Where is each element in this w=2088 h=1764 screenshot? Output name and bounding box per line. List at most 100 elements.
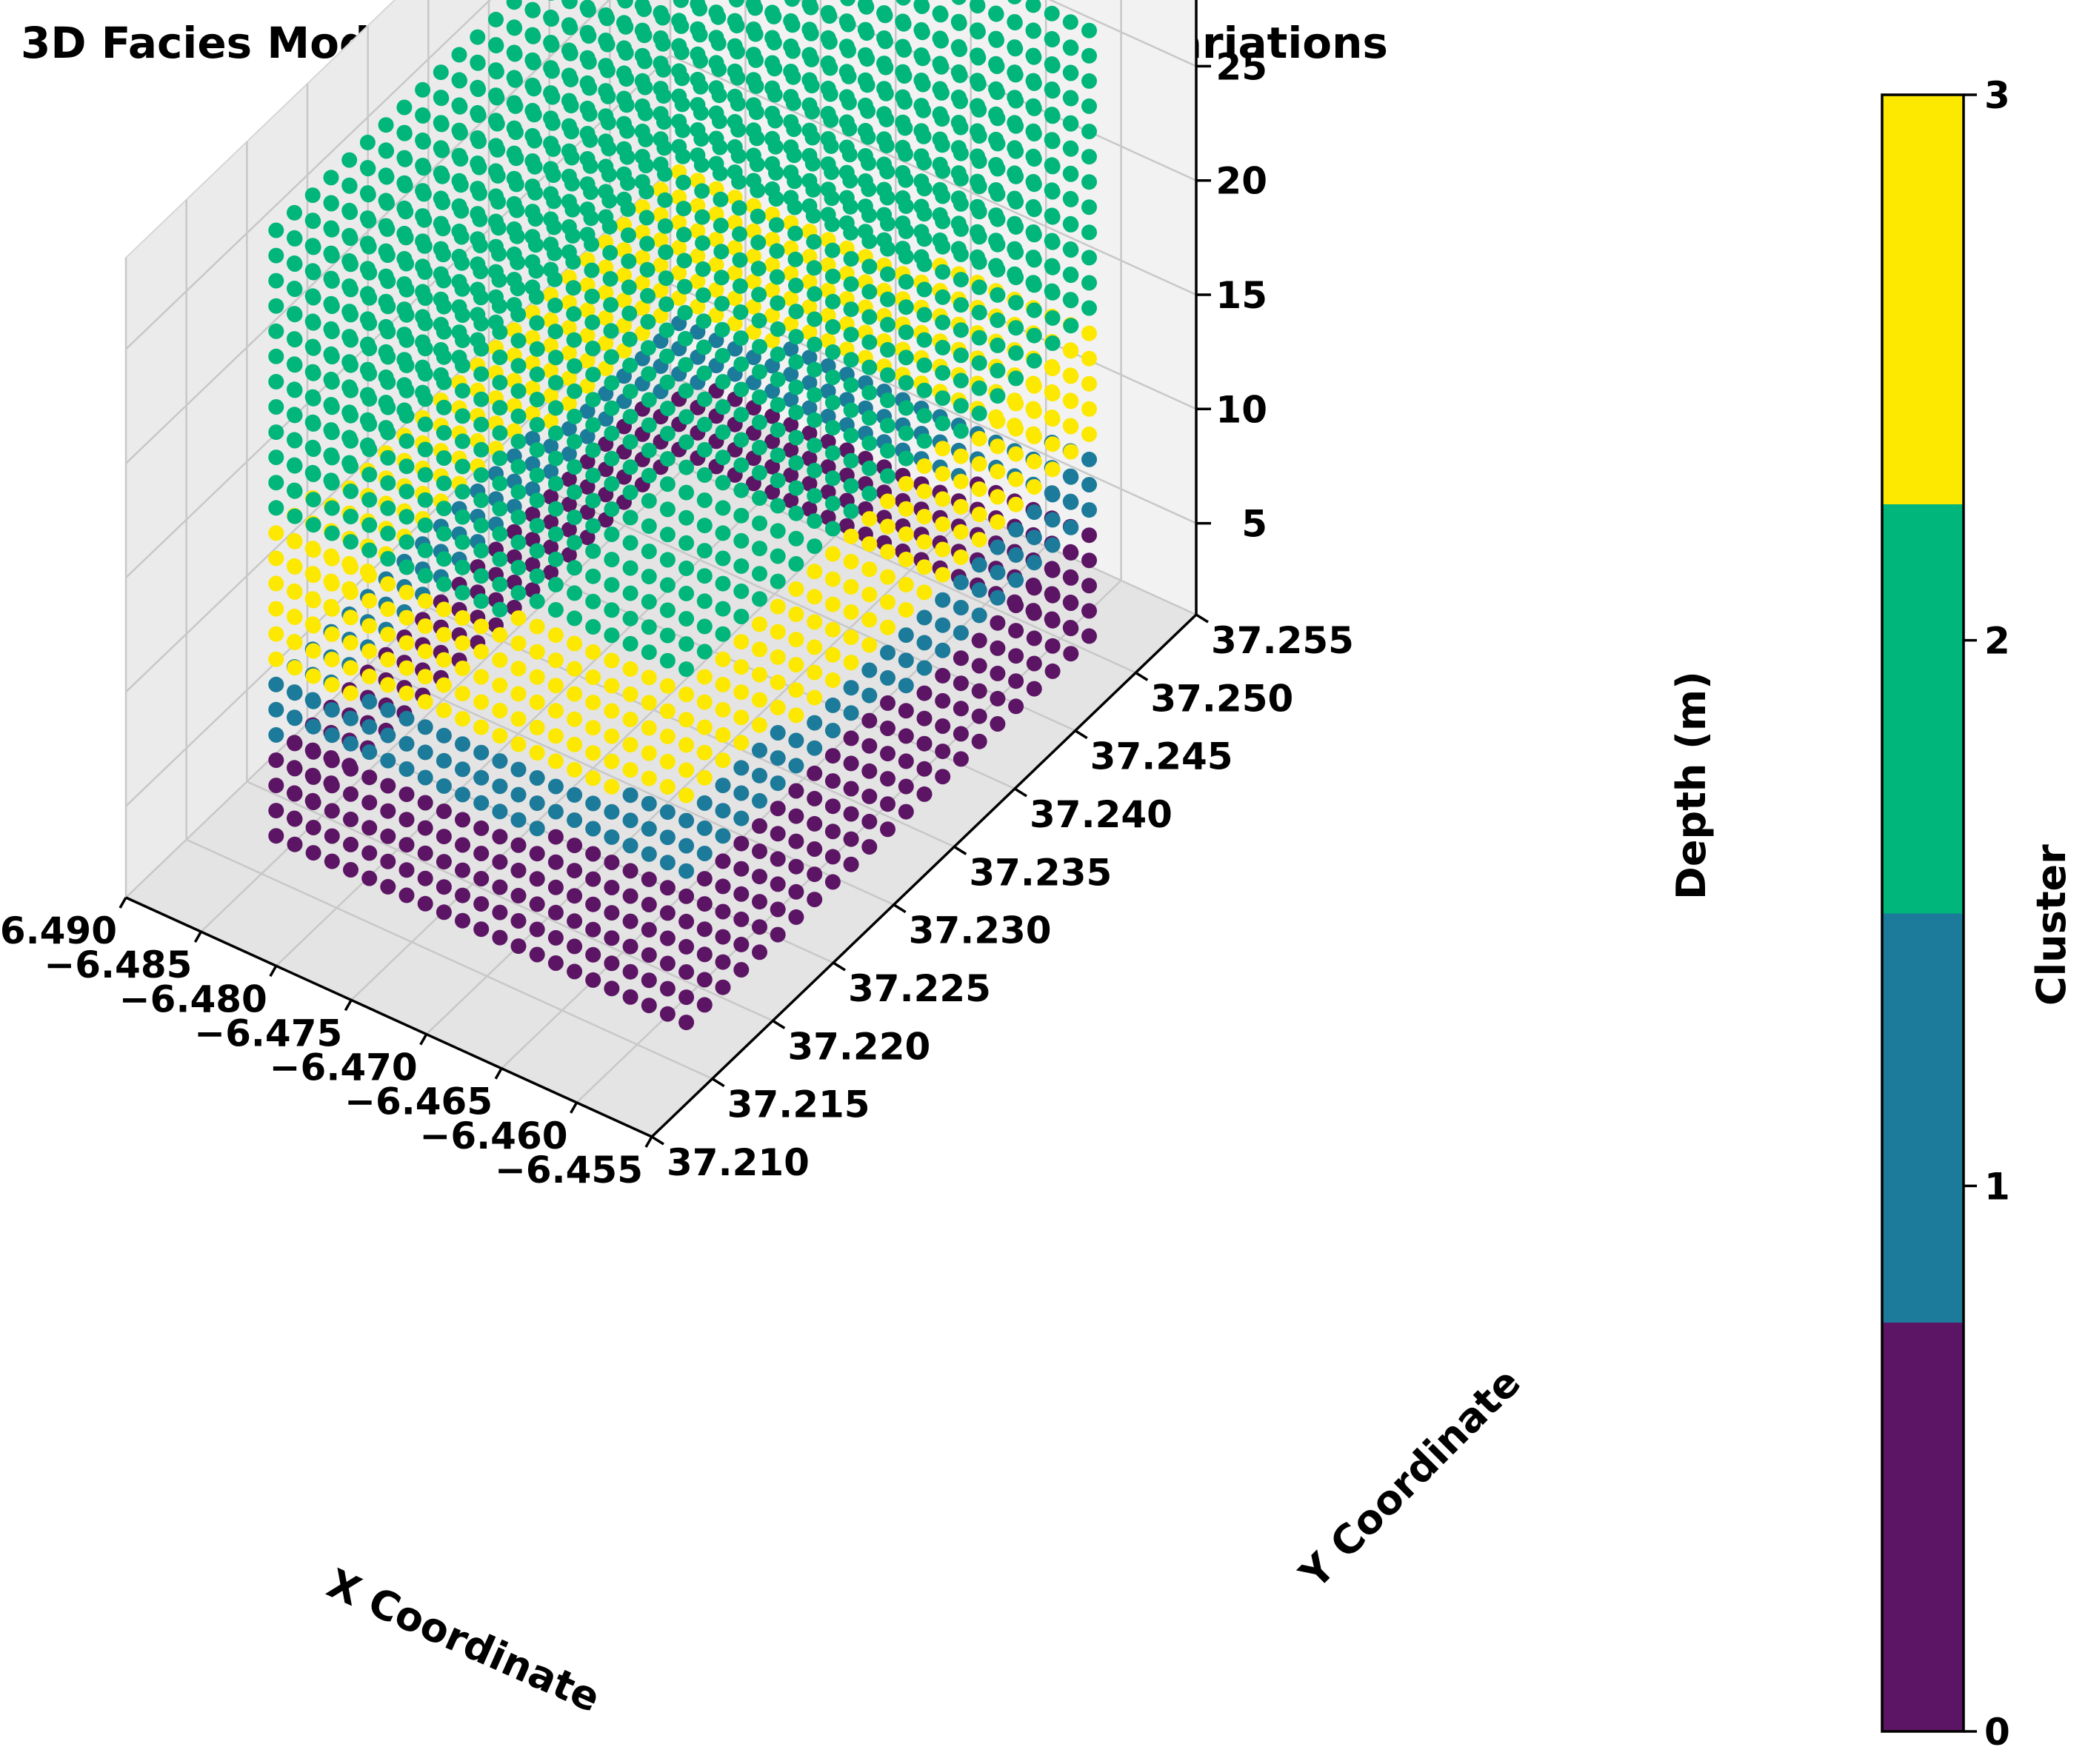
data-point xyxy=(843,301,859,318)
data-point xyxy=(544,115,561,131)
data-point xyxy=(510,484,527,500)
data-point xyxy=(934,137,950,153)
data-point xyxy=(897,94,913,110)
data-point xyxy=(585,492,601,509)
data-point xyxy=(453,229,470,245)
data-point xyxy=(715,525,731,541)
data-point xyxy=(398,484,415,500)
data-point xyxy=(380,652,396,668)
data-point xyxy=(715,575,731,592)
data-point xyxy=(935,339,951,355)
data-point xyxy=(398,635,415,651)
data-point xyxy=(659,652,676,669)
data-point xyxy=(990,236,1006,253)
data-point xyxy=(953,93,968,110)
x-tick-label: −6.460 xyxy=(420,1115,568,1157)
data-point xyxy=(748,104,764,121)
data-point xyxy=(953,473,969,490)
data-point xyxy=(398,357,415,373)
data-point xyxy=(653,307,669,324)
data-point xyxy=(1026,428,1042,444)
data-point xyxy=(604,678,620,694)
data-point xyxy=(620,227,636,244)
data-point xyxy=(732,278,748,294)
data-point xyxy=(659,552,676,568)
data-point xyxy=(655,10,671,26)
data-point xyxy=(916,307,933,323)
data-point xyxy=(324,525,340,541)
data-point xyxy=(733,936,750,952)
data-point xyxy=(585,644,601,660)
data-point xyxy=(1081,275,1097,291)
data-point xyxy=(752,541,767,557)
data-point xyxy=(473,543,490,559)
data-point xyxy=(861,536,878,552)
data-point xyxy=(543,388,559,404)
data-point xyxy=(807,336,823,353)
data-point xyxy=(622,913,638,929)
data-point xyxy=(634,250,650,266)
data-point xyxy=(622,661,638,677)
data-point xyxy=(510,281,526,296)
data-point xyxy=(1044,335,1061,351)
data-point xyxy=(634,275,650,291)
data-point xyxy=(287,204,302,221)
data-point xyxy=(880,518,895,535)
data-point xyxy=(473,669,490,685)
x-axis-line xyxy=(125,896,653,1138)
data-point xyxy=(305,467,321,482)
data-point xyxy=(659,855,676,871)
data-point xyxy=(880,216,895,232)
data-point xyxy=(676,201,692,217)
data-point xyxy=(692,1,708,17)
data-point xyxy=(843,402,859,418)
data-point xyxy=(547,576,564,592)
data-point xyxy=(398,812,415,828)
data-point xyxy=(935,163,951,179)
data-point xyxy=(861,284,878,300)
data-point xyxy=(935,769,951,785)
data-point xyxy=(492,400,508,416)
data-point xyxy=(1026,201,1042,218)
data-point xyxy=(788,455,804,471)
data-point xyxy=(546,193,562,210)
data-point xyxy=(435,221,451,237)
data-point xyxy=(1081,552,1097,569)
data-point xyxy=(361,341,378,356)
data-point xyxy=(622,812,638,829)
data-point xyxy=(1044,361,1061,376)
z-tick-label: 5 xyxy=(1241,503,1267,546)
data-point xyxy=(1063,544,1079,561)
data-point xyxy=(821,8,838,24)
data-point xyxy=(361,542,378,558)
data-point xyxy=(861,587,878,603)
data-point xyxy=(752,843,767,859)
data-point xyxy=(343,534,358,550)
data-point xyxy=(343,862,358,878)
data-point xyxy=(305,618,321,634)
data-point xyxy=(380,803,396,819)
data-point xyxy=(861,435,878,451)
data-point xyxy=(604,829,620,845)
data-point xyxy=(803,25,819,41)
data-point xyxy=(287,281,303,298)
data-point xyxy=(843,604,859,620)
data-point xyxy=(622,484,638,501)
data-point xyxy=(877,33,893,50)
data-point xyxy=(659,678,676,694)
data-point xyxy=(1063,116,1079,132)
data-point xyxy=(1026,49,1042,65)
data-point xyxy=(861,612,878,628)
data-point xyxy=(878,59,894,76)
x-tick-mark xyxy=(419,1033,428,1046)
data-point xyxy=(861,258,878,275)
data-point xyxy=(696,719,713,735)
data-point xyxy=(343,609,358,626)
data-point xyxy=(678,989,695,1006)
data-point xyxy=(696,946,713,963)
data-point xyxy=(323,196,339,212)
data-point xyxy=(305,290,321,306)
data-point xyxy=(842,198,858,215)
data-point xyxy=(417,517,433,533)
data-point xyxy=(843,377,859,393)
